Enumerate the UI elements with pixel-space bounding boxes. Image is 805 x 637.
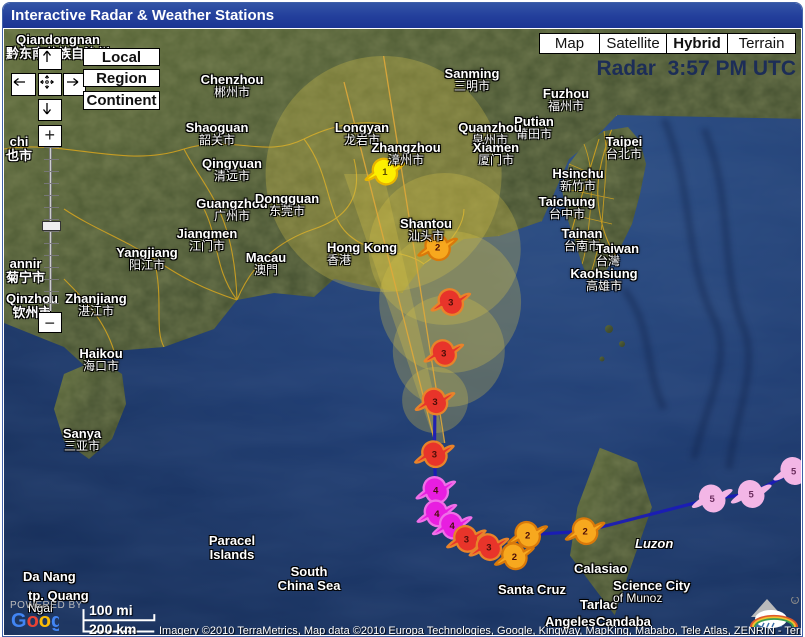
svg-text:R: R bbox=[794, 599, 797, 604]
svg-text:Google: Google bbox=[11, 610, 59, 632]
